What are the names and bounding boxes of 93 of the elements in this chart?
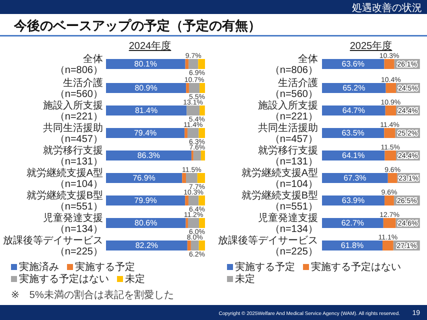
data-label: 86.3%	[137, 151, 160, 160]
bar	[198, 128, 205, 138]
y-tick-label: 施設入所支援（n=221）	[258, 100, 318, 122]
y-tick-label: 就労移行支援（n=131）	[258, 144, 318, 168]
bar	[106, 106, 187, 116]
bar	[322, 106, 386, 116]
legend-label: 実施する予定はない	[311, 261, 401, 273]
bar	[106, 83, 186, 93]
y-tick-label: 全体（n=806）	[54, 53, 103, 76]
data-label: 79.9%	[134, 196, 157, 205]
bar	[106, 218, 186, 228]
data-label: 80.9%	[134, 84, 158, 92]
bar	[184, 128, 188, 138]
data-label: 64.7%	[342, 106, 366, 115]
bar	[198, 196, 205, 206]
bar	[386, 83, 396, 93]
bar	[186, 83, 189, 93]
bar	[187, 128, 199, 138]
y-tick-label: 全体（n=806）	[270, 53, 318, 76]
text: 今後のベースアップの予定（予定の有無）	[13, 18, 261, 33]
y-tick-label: 児童発達支援（n=134）	[43, 212, 103, 235]
bar	[188, 83, 200, 93]
bar	[200, 106, 205, 116]
data-label: 65.2%	[342, 84, 366, 92]
bar	[187, 240, 191, 250]
bar	[106, 173, 182, 183]
bar	[188, 59, 198, 69]
bar	[384, 150, 396, 160]
data-label: 80.6%	[134, 218, 158, 228]
data-label: 67.3%	[344, 174, 366, 182]
chart-title: 2025年度	[350, 40, 392, 52]
bar	[322, 173, 388, 183]
legend-label: 未定	[235, 273, 255, 285]
bar	[188, 218, 200, 228]
data-label: 76.9%	[132, 174, 156, 182]
bar	[182, 173, 186, 183]
legend-label: 実施する予定	[235, 261, 295, 273]
bar	[384, 196, 394, 206]
data-label: 62.7%	[341, 218, 364, 228]
bar	[186, 173, 198, 183]
data-label: 64.1%	[342, 151, 365, 160]
bar	[185, 59, 189, 69]
y-tick-label: 就労継続支援B型（n=551）	[241, 190, 318, 212]
bar	[106, 59, 186, 69]
y-tick-label: 就労継続支援A型（n=104）	[241, 167, 318, 190]
y-tick-label: 就労継続支援B型（n=551）	[26, 190, 103, 212]
legend-label: 実施する予定はない	[19, 273, 109, 285]
bar	[385, 106, 396, 116]
bar	[188, 196, 199, 206]
y-tick-label: 放課後等デイサービス（n=225）	[3, 234, 103, 258]
y-tick-label: 生活介護（n=560）	[54, 77, 103, 100]
y-tick-label: 施設入所支援（n=221）	[43, 100, 103, 122]
bar	[106, 196, 186, 206]
text: ※ 5%未満の割合は表記を割愛した	[11, 289, 174, 301]
bar	[322, 150, 385, 160]
data-label: 63.6%	[342, 60, 364, 68]
data-label: 79.4%	[134, 128, 157, 138]
bar	[388, 173, 398, 183]
data-label: 61.8%	[340, 241, 364, 250]
bar	[186, 106, 200, 116]
y-tick-label: 生活介護（n=560）	[270, 77, 318, 100]
data-label: 63.5%	[342, 128, 364, 138]
y-tick-label: 就労継続支援A型（n=104）	[26, 167, 103, 190]
bar	[384, 59, 394, 69]
y-tick-label: 児童発達支援（n=134）	[258, 212, 318, 235]
data-label: 81.4%	[134, 106, 158, 115]
data-label: 63.9%	[342, 196, 365, 205]
bar	[384, 128, 396, 138]
bar	[198, 240, 205, 250]
legend-label: 未定	[125, 273, 145, 285]
y-tick-label: 就労移行支援（n=131）	[43, 144, 103, 168]
bar	[106, 240, 188, 250]
data-label: 82.2%	[135, 241, 158, 250]
bar	[106, 150, 192, 160]
chart-title: 2024年度	[128, 40, 172, 52]
y-tick-label: 共同生活援助（n=457）	[43, 122, 103, 145]
bar	[200, 83, 205, 93]
bar	[200, 150, 205, 160]
bar	[185, 196, 188, 206]
bar	[106, 128, 185, 138]
bar	[193, 150, 201, 160]
bar	[198, 59, 205, 69]
bar	[190, 240, 199, 250]
bar	[199, 218, 205, 228]
legend-label: 実施済み	[19, 261, 59, 273]
data-label: 80.1%	[134, 60, 157, 68]
text: 処遇改善の状況	[352, 2, 422, 14]
y-tick-label: 放課後等デイサービス（n=225）	[218, 234, 318, 258]
bar	[197, 173, 205, 183]
y-tick-label: 共同生活援助（n=457）	[258, 122, 318, 145]
bar	[382, 240, 394, 250]
legend-label: 実施する予定	[75, 261, 135, 273]
bar	[383, 218, 396, 228]
